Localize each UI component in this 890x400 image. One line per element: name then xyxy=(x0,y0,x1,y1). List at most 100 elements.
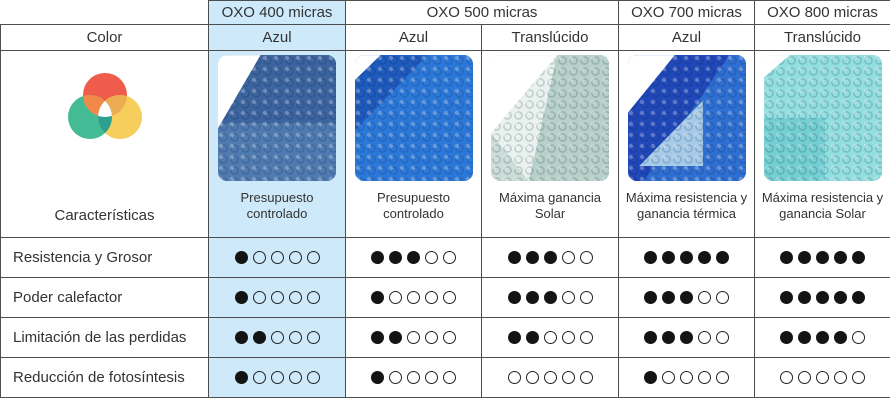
rating-dot-empty xyxy=(425,251,438,265)
rating-dot-filled xyxy=(852,251,865,265)
corner-blank-cell xyxy=(0,0,209,25)
color-name-cell: Translúcido xyxy=(481,24,619,52)
rating-dot-empty xyxy=(543,371,557,385)
product-cell-content: Máxima ganancia Solar xyxy=(482,51,618,236)
rating-dot-filled xyxy=(525,251,539,265)
features-row-label: Características xyxy=(54,206,155,224)
rating-row: Poder calefactor xyxy=(0,276,890,318)
venn-center xyxy=(97,95,112,118)
rating-dot-empty xyxy=(252,251,266,265)
rating-dot-filled xyxy=(644,371,657,385)
rating-dot-empty xyxy=(716,331,729,345)
rating-dot-filled xyxy=(389,251,402,265)
product-caption: Máxima resistencia y ganancia térmica xyxy=(625,190,748,222)
product-header-row: OXO 400 micras OXO 500 micras OXO 700 micr… xyxy=(0,0,890,26)
product-cell-oxo-800-translucido: Máxima resistencia y ganancia Solar xyxy=(754,50,890,238)
rating-dot-empty xyxy=(579,291,593,305)
product-caption: Máxima resistencia y ganancia Solar xyxy=(761,190,884,222)
rating-dot-empty xyxy=(270,251,284,265)
rating-dot-filled xyxy=(680,331,693,345)
rating-row: Limitación de las perdidas xyxy=(0,316,890,358)
rating-dot-empty xyxy=(816,371,829,385)
rating-dot-empty xyxy=(389,371,402,385)
rating-dot-empty xyxy=(288,331,302,345)
rating-cell xyxy=(345,356,482,399)
rating-dot-filled xyxy=(816,251,829,265)
product-caption: Presupuesto controlado xyxy=(377,190,450,222)
rating-dot-filled xyxy=(662,291,675,305)
rating-dot-filled xyxy=(716,251,729,265)
rating-cell xyxy=(754,236,890,278)
rating-dot-filled xyxy=(234,251,248,265)
rating-dot-filled xyxy=(543,291,557,305)
rating-dot-empty xyxy=(288,251,302,265)
rating-dot-empty xyxy=(561,291,575,305)
rating-dot-filled xyxy=(371,251,384,265)
rating-cell xyxy=(754,276,890,318)
rating-cell xyxy=(208,316,346,358)
rating-dot-empty xyxy=(852,371,865,385)
color-row-label: Color xyxy=(0,24,209,52)
rating-dot-empty xyxy=(698,371,711,385)
rating-cell xyxy=(754,356,890,399)
rating-cell xyxy=(618,356,755,399)
color-name-cell: Translúcido xyxy=(754,24,890,52)
product-group-header: OXO 500 micras xyxy=(345,0,619,26)
product-caption: Presupuesto controlado xyxy=(240,190,314,222)
product-image-oxo-700-azul xyxy=(627,55,746,182)
rating-dot-filled xyxy=(680,291,693,305)
rating-dot-empty xyxy=(662,371,675,385)
rating-dot-empty xyxy=(680,371,693,385)
rating-cell xyxy=(754,316,890,358)
rating-dot-empty xyxy=(561,251,575,265)
rating-dot-empty xyxy=(525,371,539,385)
rating-cell xyxy=(345,316,482,358)
rating-dot-empty xyxy=(425,331,438,345)
rating-row-label: Limitación de las perdidas xyxy=(0,316,209,358)
rating-dot-empty xyxy=(407,371,420,385)
rating-dot-filled xyxy=(371,331,384,345)
rating-dot-filled xyxy=(680,251,693,265)
rating-dot-filled xyxy=(371,371,384,385)
color-name-cell: Azul xyxy=(618,24,755,52)
rating-dot-empty xyxy=(252,371,266,385)
rating-dot-empty xyxy=(716,291,729,305)
product-group-header: OXO 400 micras xyxy=(208,0,346,26)
rating-row-label: Reducción de fotosíntesis xyxy=(0,356,209,399)
rating-dot-empty xyxy=(288,371,302,385)
rating-cell xyxy=(345,276,482,318)
rating-dot-empty xyxy=(698,291,711,305)
product-cell-content: Máxima resistencia y ganancia térmica xyxy=(619,51,754,236)
rating-dot-empty xyxy=(270,371,284,385)
rating-dot-empty xyxy=(443,371,456,385)
rating-dot-empty xyxy=(579,251,593,265)
rating-dot-filled xyxy=(780,291,793,305)
rating-row: Resistencia y Grosor xyxy=(0,236,890,278)
rating-cell xyxy=(481,316,619,358)
rating-dot-filled xyxy=(662,331,675,345)
color-header-row: Color Azul Azul Translúcido Azul Translúcido xyxy=(0,24,890,52)
rating-dot-filled xyxy=(543,251,557,265)
rating-dot-filled xyxy=(507,291,521,305)
bubble-texture xyxy=(354,55,473,182)
rating-dot-filled xyxy=(525,291,539,305)
rating-dot-filled xyxy=(834,331,847,345)
rating-dot-filled xyxy=(252,331,266,345)
rating-dot-filled xyxy=(816,331,829,345)
rating-dot-filled xyxy=(644,291,657,305)
product-cell-oxo-700-azul: Máxima resistencia y ganancia térmica xyxy=(618,50,755,238)
rating-dot-filled xyxy=(780,331,793,345)
rating-dot-empty xyxy=(543,331,557,345)
product-image-oxo-400-azul xyxy=(218,55,336,182)
product-cell-oxo-500-translucido: Máxima ganancia Solar xyxy=(481,50,619,238)
product-cell-oxo-400-azul: Presupuesto controlado xyxy=(208,50,346,238)
rating-dot-empty xyxy=(507,371,521,385)
rating-dot-filled xyxy=(234,371,248,385)
product-cell-oxo-500-azul: Presupuesto controlado xyxy=(345,50,482,238)
rating-dot-filled xyxy=(389,331,402,345)
rating-dot-empty xyxy=(561,371,575,385)
product-image-oxo-800-translucido xyxy=(763,55,882,182)
rating-dot-empty xyxy=(579,371,593,385)
rating-dot-empty xyxy=(561,331,575,345)
rating-dot-empty xyxy=(407,291,420,305)
